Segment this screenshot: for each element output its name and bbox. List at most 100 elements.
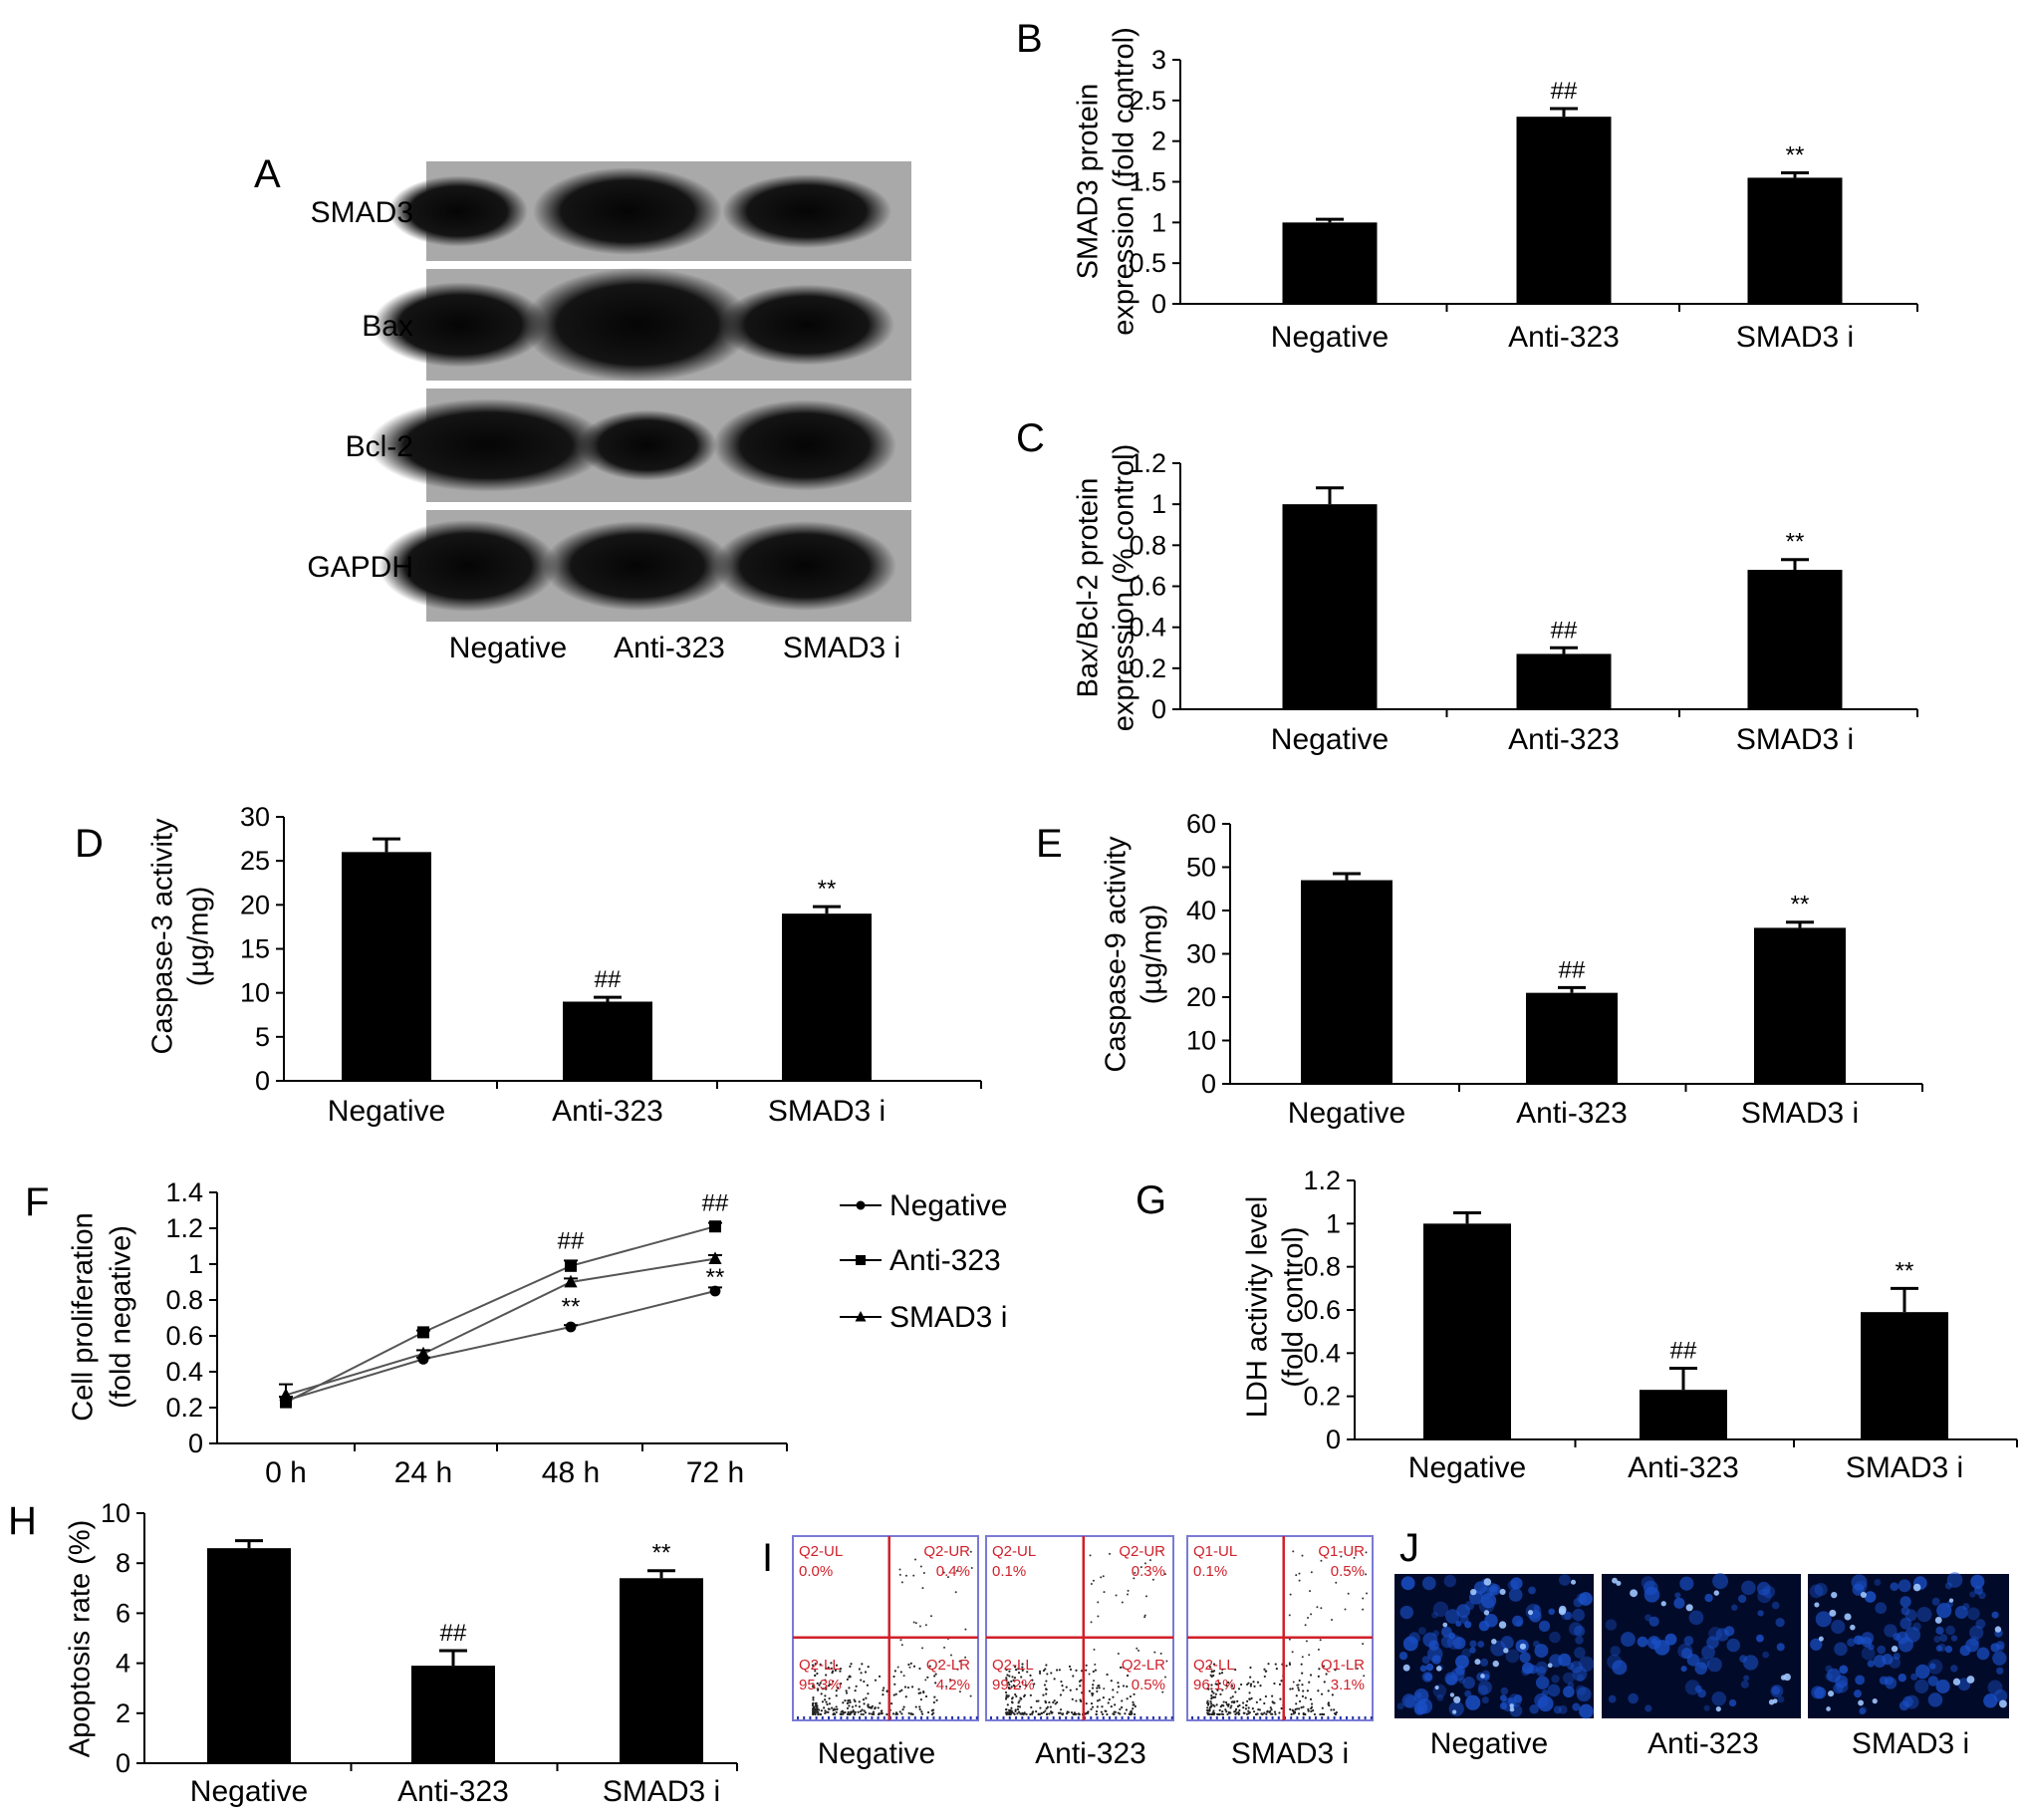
scatter-point: [1035, 1699, 1038, 1702]
scatter-point: [908, 1666, 911, 1669]
scatter-point: [930, 1712, 934, 1716]
scatter-point: [1106, 1712, 1109, 1716]
scatter-point: [877, 1706, 880, 1709]
scatter-point: [1210, 1688, 1213, 1690]
x-category-label: SMAD3 i: [603, 1775, 720, 1808]
scatter-point: [1322, 1712, 1326, 1716]
scatter-point: [1112, 1712, 1115, 1715]
scatter-point: [872, 1710, 876, 1713]
scatter-point: [1269, 1706, 1272, 1709]
scatter-point: [924, 1694, 928, 1698]
scatter-point: [1004, 1697, 1008, 1700]
scatter-point: [1026, 1671, 1029, 1674]
cell-nucleus: [1839, 1665, 1849, 1675]
scatter-point: [1212, 1712, 1215, 1716]
cell-nucleus: [1637, 1636, 1648, 1648]
cell-nucleus: [1464, 1621, 1472, 1629]
scatter-point: [816, 1708, 820, 1711]
scatter-point: [1017, 1704, 1020, 1708]
scatter-point: [858, 1705, 861, 1708]
scatter-point: [893, 1683, 896, 1686]
scatter-point: [964, 1656, 967, 1659]
scatter-point: [1234, 1690, 1237, 1693]
scatter-point: [814, 1663, 817, 1666]
scatter-point: [1318, 1668, 1321, 1671]
cell-nucleus: [1481, 1696, 1489, 1704]
quadrant-name: Q1-UR: [1318, 1543, 1365, 1560]
panel-g-ldh-chart: G 0 0.2 0.4 0.6 0.8 1 1.2 Negative ## Anti-323 ** S…: [1136, 1166, 2018, 1484]
panel-c-bax-bcl2-chart: C 0 0.2 0.4 0.6 0.8 1 1.2 Negative ## Anti-323 ** S…: [1016, 416, 1918, 756]
scatter-point: [890, 1702, 893, 1705]
y-tick-label: 5: [255, 1022, 270, 1052]
scatter-point: [1252, 1710, 1256, 1713]
scatter-point: [1334, 1712, 1338, 1716]
bright-nucleus: [1499, 1588, 1506, 1596]
scatter-point: [898, 1690, 901, 1692]
scatter-point: [917, 1691, 920, 1694]
scatter-point: [898, 1568, 901, 1571]
scatter-point: [1362, 1608, 1365, 1611]
scatter-point: [825, 1688, 828, 1690]
bright-nucleus: [1483, 1610, 1490, 1616]
scatter-point: [1017, 1672, 1021, 1675]
significance-marker: **: [706, 1264, 725, 1291]
scatter-point: [1208, 1709, 1211, 1712]
cell-nucleus: [1697, 1689, 1706, 1698]
cell-nucleus: [1697, 1657, 1710, 1670]
y-tick-label: 4: [116, 1649, 130, 1679]
scatter-point: [1212, 1670, 1215, 1673]
panel-f-proliferation-chart: F 0 0.2 0.4 0.6 0.8 1 1.2 1.4 0 h 24 h 48 h 72 h ## *…: [25, 1177, 1007, 1489]
scatter-point: [949, 1654, 952, 1657]
axis-tick: [1271, 1716, 1274, 1719]
scatter-point: [1267, 1663, 1270, 1666]
scatter-point: [1244, 1703, 1248, 1706]
scatter-point: [886, 1690, 888, 1692]
scatter-point: [958, 1690, 961, 1693]
scatter-point: [1069, 1689, 1072, 1691]
cell-nucleus: [1885, 1677, 1898, 1690]
scatter-point: [907, 1711, 910, 1714]
scatter-point: [902, 1675, 905, 1678]
x-tick-label: 24 h: [394, 1456, 452, 1489]
scatter-point: [835, 1694, 838, 1697]
x-category-label: Negative: [1288, 1097, 1405, 1130]
axis-tick: [1033, 1716, 1036, 1719]
cell-nucleus: [1993, 1689, 2008, 1703]
cell-nucleus: [1910, 1673, 1918, 1681]
quadrant-percent: 3.1%: [1331, 1677, 1365, 1693]
y-tick-label: 3: [1151, 45, 1166, 75]
scatter-point: [824, 1694, 827, 1697]
axis-tick: [1265, 1716, 1268, 1719]
scatter-point: [862, 1698, 866, 1701]
scatter-point: [1252, 1681, 1255, 1684]
scatter-point: [825, 1710, 829, 1713]
scatter-point: [817, 1712, 820, 1716]
y-tick-label: 6: [116, 1598, 130, 1628]
panel-e-caspase9-chart: E 0 10 20 30 40 50 60 Negative ## Anti-323 ** SMAD3…: [1036, 809, 1923, 1130]
quadrant-name: Q2-UL: [799, 1543, 843, 1560]
bright-nucleus: [1453, 1695, 1461, 1703]
cell-nucleus: [1499, 1701, 1508, 1710]
scatter-point: [860, 1712, 863, 1716]
scatter-point: [900, 1689, 903, 1691]
cell-nucleus: [1834, 1642, 1848, 1657]
scatter-point: [814, 1674, 817, 1677]
scatter-point: [1067, 1710, 1070, 1713]
scatter-point: [1159, 1652, 1162, 1655]
y-tick-label: 30: [240, 802, 270, 832]
cell-nucleus: [1419, 1665, 1427, 1673]
scatter-point: [1025, 1712, 1028, 1715]
bar: [1747, 177, 1843, 304]
scatter-point: [1255, 1700, 1258, 1703]
y-tick-label: 0.8: [1303, 1252, 1341, 1282]
protein-band: [543, 521, 732, 611]
scatter-point: [863, 1680, 866, 1684]
bar: [1526, 992, 1618, 1084]
scatter-point: [1322, 1665, 1326, 1668]
scatter-point: [1288, 1638, 1291, 1641]
cell-nucleus: [1927, 1676, 1939, 1687]
scatter-point: [1220, 1672, 1224, 1675]
bright-nucleus: [1570, 1579, 1577, 1585]
axis-tick: [1333, 1716, 1336, 1719]
cell-nucleus: [1771, 1601, 1780, 1610]
